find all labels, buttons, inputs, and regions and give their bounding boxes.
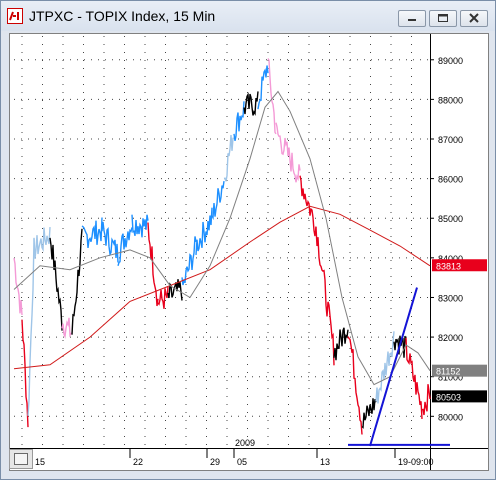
price-bar-segment: [27, 238, 35, 416]
price-bar-segment: [315, 227, 335, 366]
price-bar-segment: [167, 279, 183, 301]
price-bar-segment: [405, 337, 423, 419]
price-bar-segment: [347, 336, 363, 435]
maximize-icon: [438, 14, 448, 22]
price-flag-box: [432, 364, 487, 377]
price-bar-segment: [13, 257, 23, 316]
price-bar-segment: [299, 175, 317, 237]
price-bar-segment: [71, 228, 83, 335]
price-bar-segment: [21, 319, 29, 428]
price-bar-segment: [211, 181, 225, 221]
price-bar-segment: [375, 331, 395, 404]
price-flag-label: 83813: [436, 261, 461, 271]
y-tick-label: 86000: [438, 175, 463, 185]
price-bar-segment: [81, 217, 103, 248]
price-flag-label: 81152: [436, 367, 460, 377]
price-bar-segment: [33, 227, 51, 259]
price-bar-segment: [393, 335, 407, 358]
price-bar-segment: [333, 327, 349, 361]
moving-average-fast: [13, 90, 431, 386]
y-tick-label: 80000: [438, 412, 463, 422]
x-tick-label: 05: [237, 457, 247, 467]
y-tick-label: 83000: [438, 293, 463, 303]
price-bar-segment: [117, 227, 133, 266]
price-bar-segment: [421, 384, 431, 416]
price-bar-segment: [195, 207, 213, 255]
y-tick-label: 82000: [438, 333, 463, 343]
price-bar-segment: [361, 398, 377, 429]
x-tick-label: 13: [320, 457, 330, 467]
price-bar-segment: [157, 286, 169, 309]
price-bar-segment: [181, 236, 197, 286]
y-tick-label: 81000: [438, 373, 463, 383]
x-tick-label: 19-09:00: [398, 457, 434, 467]
price-bar-segment: [101, 221, 119, 263]
price-bar-segment: [61, 317, 73, 339]
price-bar-segment: [275, 122, 301, 183]
price-bar-segment: [147, 222, 159, 307]
x-tick-label: 15: [35, 457, 45, 467]
maximize-button[interactable]: [429, 10, 457, 27]
minimize-button[interactable]: [398, 10, 426, 27]
price-bar-segment: [233, 101, 245, 141]
chart-canvas-frame[interactable]: 80000 81000 82000 83000 84000 85000 86000 87000…: [9, 33, 489, 471]
app-chart-icon: [7, 8, 23, 24]
x-tick-label: 22: [133, 457, 143, 467]
price-bar-segment: [131, 214, 149, 238]
trend-line-rising: [369, 287, 418, 447]
y-tick-label: 85000: [438, 214, 463, 224]
moving-average-slow: [13, 205, 431, 370]
x-year-label: 2009: [235, 438, 255, 448]
price-flag-box: [432, 259, 487, 272]
minimize-icon: [408, 19, 416, 21]
close-button[interactable]: [460, 10, 488, 27]
y-tick-label: 84000: [438, 254, 463, 264]
window-title: JTPXC - TOPIX Index, 15 Min: [29, 8, 216, 24]
price-bar-segment: [223, 134, 235, 182]
price-chart[interactable]: 80000 81000 82000 83000 84000 85000 86000 87000…: [10, 34, 488, 470]
price-bar-segment: [243, 91, 259, 116]
price-bar-segment: [267, 58, 277, 135]
y-tick-label: 88000: [438, 95, 463, 105]
title-bar[interactable]: JTPXC - TOPIX Index, 15 Min: [1, 1, 495, 31]
scroll-thumb[interactable]: [14, 453, 28, 465]
y-tick-label: 89000: [438, 56, 463, 66]
price-flag-box: [432, 390, 487, 403]
price-flag-label: 80503: [436, 392, 461, 402]
price-bar-segment: [49, 237, 63, 331]
y-tick-label: 87000: [438, 135, 463, 145]
price-bar-segment: [257, 65, 269, 110]
chart-scroll-control[interactable]: [9, 449, 33, 469]
x-tick-label: 29: [210, 457, 220, 467]
close-icon: [469, 13, 479, 23]
